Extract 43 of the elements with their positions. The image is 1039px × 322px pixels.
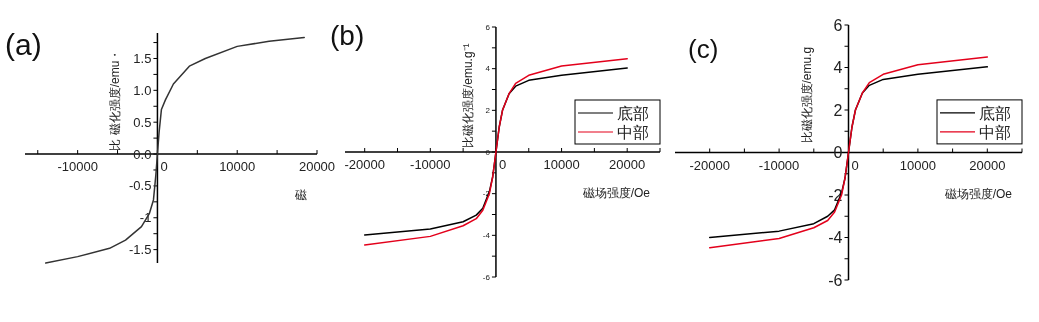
y-tick-label: 1.5: [133, 51, 152, 67]
x-tick-label: 10000: [219, 159, 256, 175]
x-tick-label: 20000: [609, 157, 646, 172]
x-tick-label: 10000: [899, 157, 936, 173]
x-tick-label: 0: [851, 157, 859, 173]
x-tick-label: 20000: [969, 157, 1006, 173]
y-tick-label: -1.5: [129, 242, 152, 258]
y-axis-title: 比 磁化强度/emu・: [108, 48, 123, 151]
y-tick-label: 2: [833, 101, 843, 119]
x-tick-label: 10000: [543, 157, 580, 172]
y-tick-label: -0.5: [129, 178, 152, 194]
x-tick-label: 20000: [298, 159, 336, 175]
chart-title: (b): [330, 20, 365, 51]
x-tick-label: -10000: [758, 157, 800, 173]
legend-label: 底部: [979, 104, 1011, 122]
chart-title: (a): [5, 28, 42, 61]
y-tick-label: 2: [485, 106, 491, 116]
legend-label: 底部: [617, 105, 649, 122]
y-tick-label: 0: [485, 147, 491, 157]
y-tick-label: 6: [485, 22, 491, 32]
x-axis-title: 磁场强度/Oe: [943, 186, 1013, 201]
x-tick-label: -20000: [689, 157, 730, 173]
y-tick-label: -4: [828, 229, 843, 247]
x-tick-label: 0: [498, 157, 507, 172]
y-tick-label: 1.0: [133, 82, 152, 98]
y-tick-label: -6: [828, 271, 843, 289]
y-tick-label: 6: [833, 16, 843, 34]
legend-label: 中部: [617, 124, 649, 141]
x-tick-label: -10000: [57, 159, 98, 175]
x-tick-label: 0: [160, 159, 168, 175]
y-tick-label: -4: [482, 231, 491, 241]
y-tick-label: 0.5: [133, 114, 152, 130]
y-tick-label: 4: [833, 59, 843, 77]
chart-title: (c): [688, 34, 719, 64]
x-tick-label: -10000: [410, 157, 451, 172]
y-axis-title: 比磁化强度/emu.g⁻¹: [460, 43, 475, 149]
x-axis-title: 磁场强度/Oe: [581, 186, 651, 200]
y-axis-title: 比磁化强度/emu.g: [799, 46, 814, 144]
x-axis-title: 磁: [294, 188, 307, 203]
legend-label: 中部: [979, 123, 1011, 141]
y-tick-label: -6: [482, 272, 491, 282]
y-tick-label: 4: [485, 64, 491, 74]
x-tick-label: -20000: [344, 157, 385, 172]
